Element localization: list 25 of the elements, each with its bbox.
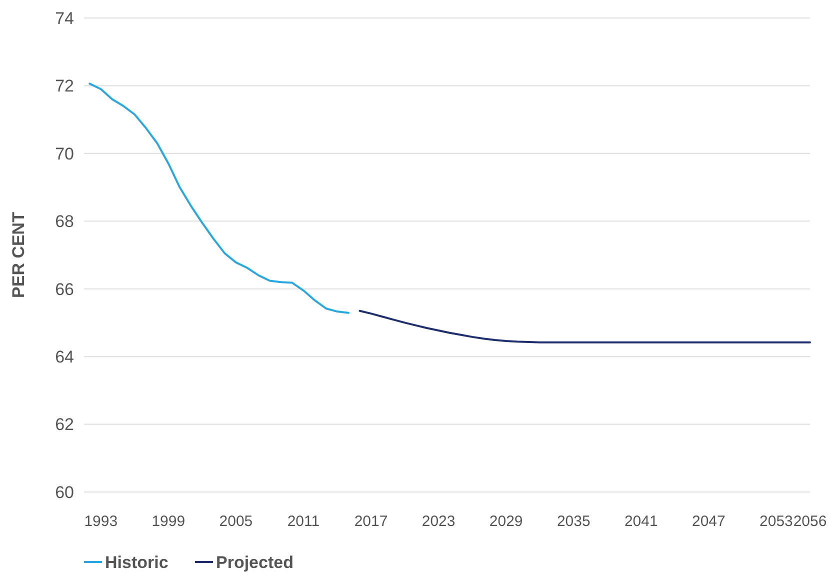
x-tick-label: 2053: [760, 513, 793, 530]
x-tick-label: 1999: [152, 513, 186, 530]
x-tick-label: 2029: [489, 513, 523, 530]
y-tick-label: 64: [55, 348, 74, 367]
x-tick-label: 2035: [556, 513, 590, 530]
y-axis-title: PER CENT: [9, 211, 28, 298]
x-tick-label: 2041: [624, 513, 658, 530]
x-tick-label: 2047: [692, 513, 726, 530]
legend-label: Historic: [105, 553, 168, 572]
y-tick-label: 70: [55, 144, 74, 164]
y-tick-label: 60: [55, 482, 74, 502]
x-tick-label: 2017: [354, 513, 388, 530]
y-tick-label: 74: [55, 8, 74, 28]
x-tick-label: 2011: [287, 513, 320, 530]
line-series: [88, 82, 350, 314]
line-series: [358, 310, 811, 344]
y-tick-label: 72: [55, 76, 74, 96]
y-tick-label: 62: [55, 415, 74, 434]
x-tick-label: 2056: [793, 513, 827, 530]
legend-label: Projected: [216, 553, 294, 572]
x-tick-label: 1993: [84, 513, 118, 530]
x-tick-label: 2023: [422, 513, 456, 530]
x-tick-label: 2005: [219, 513, 253, 530]
y-tick-label: 66: [55, 280, 74, 299]
y-tick-label: 68: [55, 212, 74, 232]
